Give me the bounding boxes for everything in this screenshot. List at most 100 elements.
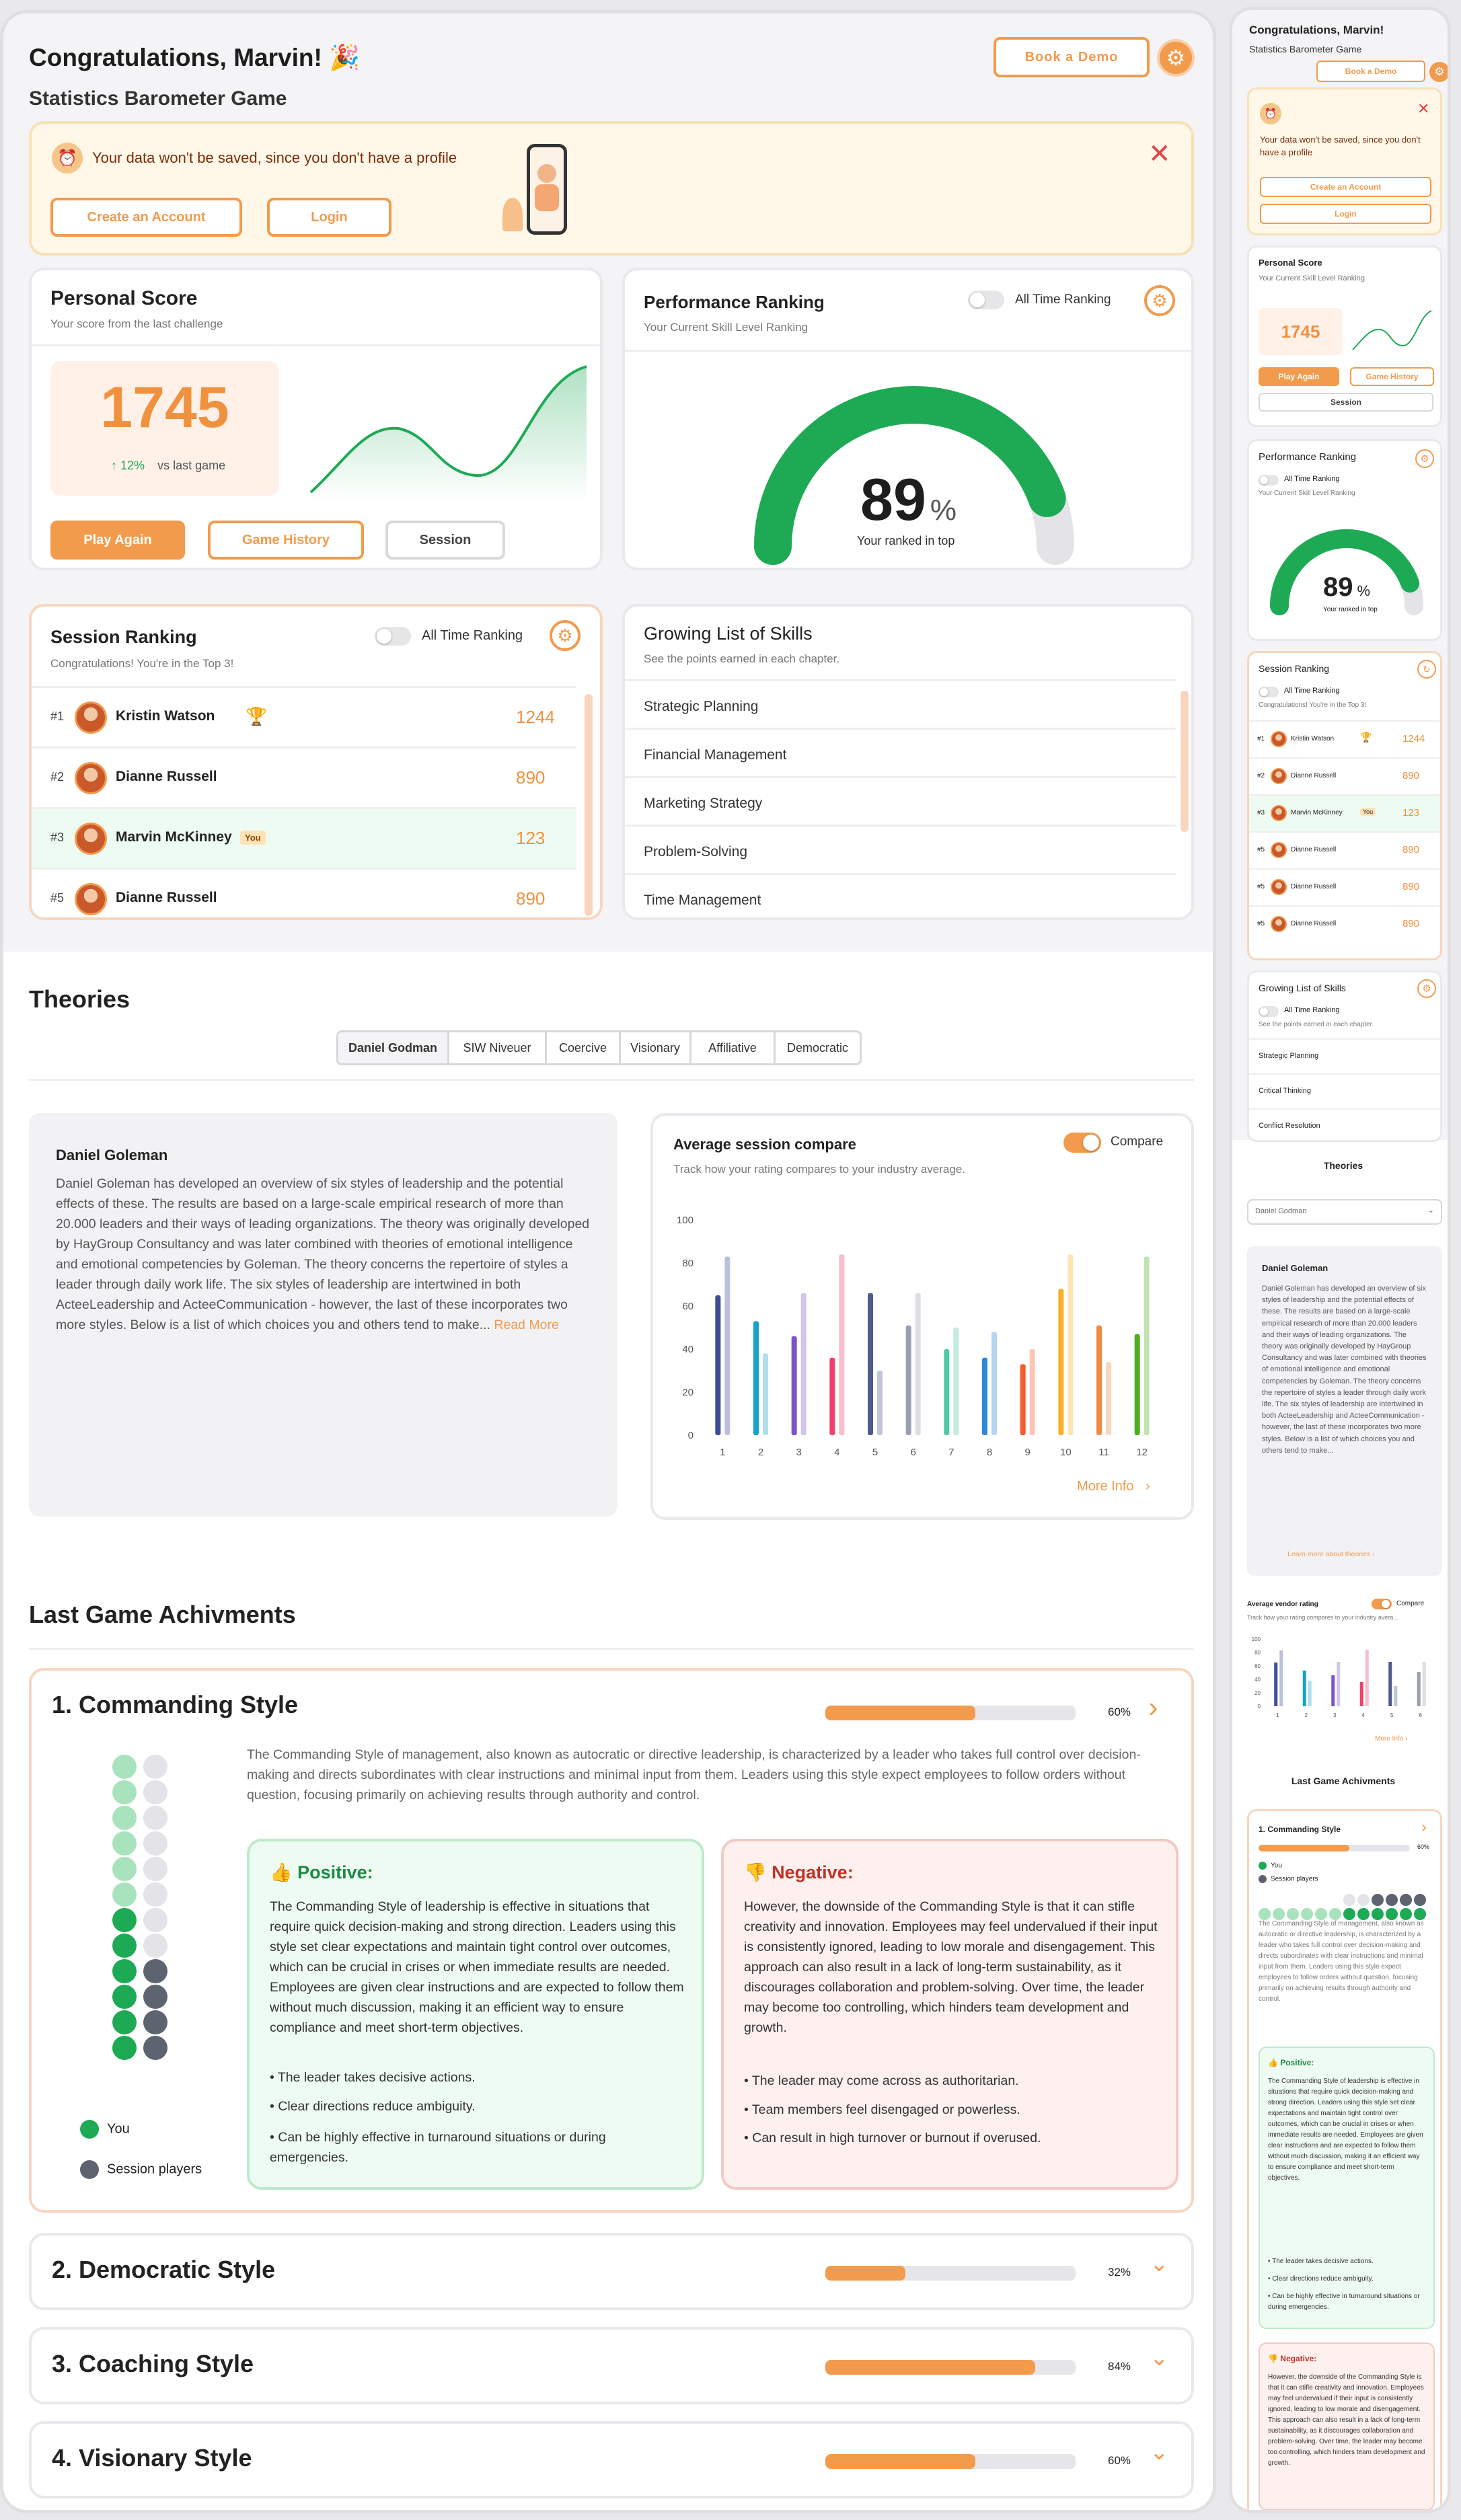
read-more-link[interactable]: Read More: [494, 1318, 559, 1332]
m-sr-row[interactable]: #2 Dianne Russell 890: [1249, 757, 1440, 794]
negative-bullet-2: • Team members feel disengaged or powerl…: [744, 2102, 1020, 2117]
session-gear-icon[interactable]: ⚙: [550, 620, 580, 651]
personal-score-subtitle: Your score from the last challenge: [50, 317, 223, 330]
skill-item[interactable]: Financial Management: [625, 728, 1176, 776]
m-create-account-button[interactable]: Create an Account: [1260, 177, 1431, 197]
achievement-item-2[interactable]: 2. Democratic Style 32% ⌄: [29, 2233, 1194, 2310]
skills-scrollbar[interactable]: [1181, 691, 1189, 832]
chevron-down-icon[interactable]: ⌄: [1150, 2439, 1169, 2465]
m-positive-title: 👍 Positive:: [1268, 2058, 1314, 2067]
m-game-history-button[interactable]: Game History: [1350, 367, 1434, 386]
more-info-link[interactable]: More Info ›: [1077, 1479, 1150, 1494]
m-close-icon[interactable]: ✕: [1417, 100, 1430, 117]
mobile-frame: Congratulations, Marvin! Statistics Baro…: [1229, 7, 1451, 2513]
close-icon[interactable]: ✕: [1148, 139, 1171, 169]
x-tick-label: 12: [1136, 1447, 1148, 1458]
m-sr-row[interactable]: #5 Dianne Russell 890: [1249, 868, 1440, 905]
chevron-down-icon[interactable]: ⌄: [1150, 2251, 1169, 2277]
m-session-button[interactable]: Session: [1259, 393, 1433, 412]
positive-title: 👍 Positive:: [270, 1862, 373, 1882]
m-book-demo-button[interactable]: Book a Demo: [1316, 61, 1425, 82]
performance-ranking-card: Performance Ranking Your Current Skill L…: [622, 268, 1194, 570]
theory-tab[interactable]: Daniel Godman: [338, 1032, 449, 1063]
session-scrollbar[interactable]: [585, 694, 593, 916]
theory-tab[interactable]: Democratic: [786, 1040, 849, 1055]
y-tick-label: 20: [682, 1387, 694, 1398]
m-sr-row[interactable]: #3 Marvin McKinney You 123: [1249, 794, 1440, 831]
user-avatar: [75, 883, 107, 915]
m-skill-item[interactable]: Critical Thinking: [1249, 1073, 1440, 1108]
m-sr-row[interactable]: #5 Dianne Russell 890: [1249, 905, 1440, 942]
session-ranking-row[interactable]: #2 Dianne Russell 890: [32, 747, 576, 807]
m-perf-toggle[interactable]: [1259, 475, 1279, 486]
achievement-title: 3. Coaching Style: [52, 2350, 254, 2377]
chart-bar: [1067, 1254, 1074, 1435]
skill-item[interactable]: Strategic Planning: [625, 679, 1176, 728]
theory-tab[interactable]: Affiliative: [691, 1032, 776, 1063]
m-perf-gear-icon[interactable]: ⚙: [1415, 449, 1434, 468]
theory-tab[interactable]: SIW Niveuer: [449, 1032, 547, 1063]
game-history-button[interactable]: Game History: [208, 521, 364, 560]
m-chart-toggle[interactable]: [1372, 1599, 1392, 1609]
achievement-item-4[interactable]: 4. Visionary Style 60% ⌄: [29, 2421, 1194, 2498]
m-sr-row[interactable]: #1 Kristin Watson 🏆 1244: [1249, 720, 1440, 757]
m-play-again-button[interactable]: Play Again: [1259, 367, 1339, 386]
m-player-dot: [1386, 1894, 1398, 1906]
skill-item[interactable]: Problem-Solving: [625, 825, 1176, 873]
achievement-title: 2. Democratic Style: [52, 2256, 276, 2283]
m-ach-description: The Commanding Style of management, also…: [1259, 1920, 1424, 2003]
all-time-toggle[interactable]: [968, 291, 1004, 309]
m-skill-item[interactable]: Strategic Planning: [1249, 1038, 1440, 1073]
achievement-item-3[interactable]: 3. Coaching Style 84% ⌄: [29, 2327, 1194, 2404]
m-player-dot: [1372, 1908, 1384, 1920]
chevron-down-icon[interactable]: ⌄: [1150, 2345, 1169, 2371]
achievement-progress: [825, 2454, 1076, 2469]
skill-item[interactable]: Time Management: [625, 873, 1176, 917]
skill-item[interactable]: Marketing Strategy: [625, 776, 1176, 825]
m-score-box: 1745: [1259, 308, 1343, 355]
session-ranking-row[interactable]: #3 Marvin McKinney You 123: [32, 807, 576, 868]
m-player-dot: [1343, 1908, 1355, 1920]
theory-tab[interactable]: Coercive: [547, 1032, 621, 1063]
m-score-sparkline: [1352, 310, 1432, 350]
m-sr-row[interactable]: #5 Dianne Russell 890: [1249, 831, 1440, 868]
theory-tab[interactable]: Visionary: [621, 1032, 691, 1063]
m-x-tick: 2: [1305, 1712, 1308, 1718]
m-skills-toggle[interactable]: [1259, 1006, 1279, 1017]
session-all-time-toggle[interactable]: [375, 627, 411, 646]
m-theories-select[interactable]: Daniel Godman ⌄: [1247, 1199, 1442, 1225]
m-skill-item[interactable]: Conflict Resolution: [1249, 1108, 1440, 1140]
positive-bullet-3: • Can be highly effective in turnaround …: [270, 2130, 606, 2165]
m-ach-chevron-icon[interactable]: ›: [1421, 1818, 1427, 1836]
m-skills-gear-icon[interactable]: ⚙: [1417, 979, 1436, 998]
play-again-button[interactable]: Play Again: [50, 521, 185, 560]
book-demo-button[interactable]: Book a Demo: [994, 37, 1150, 77]
m-user-score: 123: [1402, 807, 1420, 818]
m-theory-link[interactable]: Learn more about theories ›: [1287, 1550, 1375, 1558]
performance-gear-icon[interactable]: ⚙: [1144, 285, 1175, 316]
m-sr-refresh-icon[interactable]: ↻: [1417, 660, 1436, 679]
player-dot: [143, 1985, 167, 2009]
login-button[interactable]: Login: [267, 198, 391, 237]
score-trend-sparkline: [309, 365, 587, 502]
player-dot: [143, 1959, 167, 1983]
compare-toggle[interactable]: [1063, 1133, 1101, 1153]
session-ranking-row[interactable]: #5 Dianne Russell 890: [32, 868, 576, 917]
chart-bar: [905, 1325, 911, 1435]
chevron-right-icon[interactable]: ›: [1148, 1691, 1158, 1724]
session-ranking-row[interactable]: #1 Kristin Watson 🏆 1244: [32, 686, 576, 747]
m-gear-icon[interactable]: ⚙: [1429, 62, 1448, 82]
m-notice-text: Your data won't be saved, since you don'…: [1260, 135, 1421, 157]
create-account-button[interactable]: Create an Account: [50, 198, 242, 237]
settings-gear-icon[interactable]: ⚙: [1157, 39, 1195, 77]
m-chart-more-info[interactable]: More Info ›: [1375, 1735, 1408, 1743]
y-tick-label: 40: [682, 1344, 694, 1355]
m-login-button[interactable]: Login: [1260, 204, 1431, 224]
m-player-dot: [1287, 1908, 1299, 1920]
player-dot: [112, 1934, 137, 1958]
m-skills-title: Growing List of Skills: [1259, 983, 1346, 993]
m-sr-toggle[interactable]: [1259, 687, 1279, 697]
session-button[interactable]: Session: [385, 521, 505, 560]
m-x-tick: 5: [1390, 1712, 1394, 1718]
m-perf-toggle-label: All Time Ranking: [1284, 475, 1340, 483]
